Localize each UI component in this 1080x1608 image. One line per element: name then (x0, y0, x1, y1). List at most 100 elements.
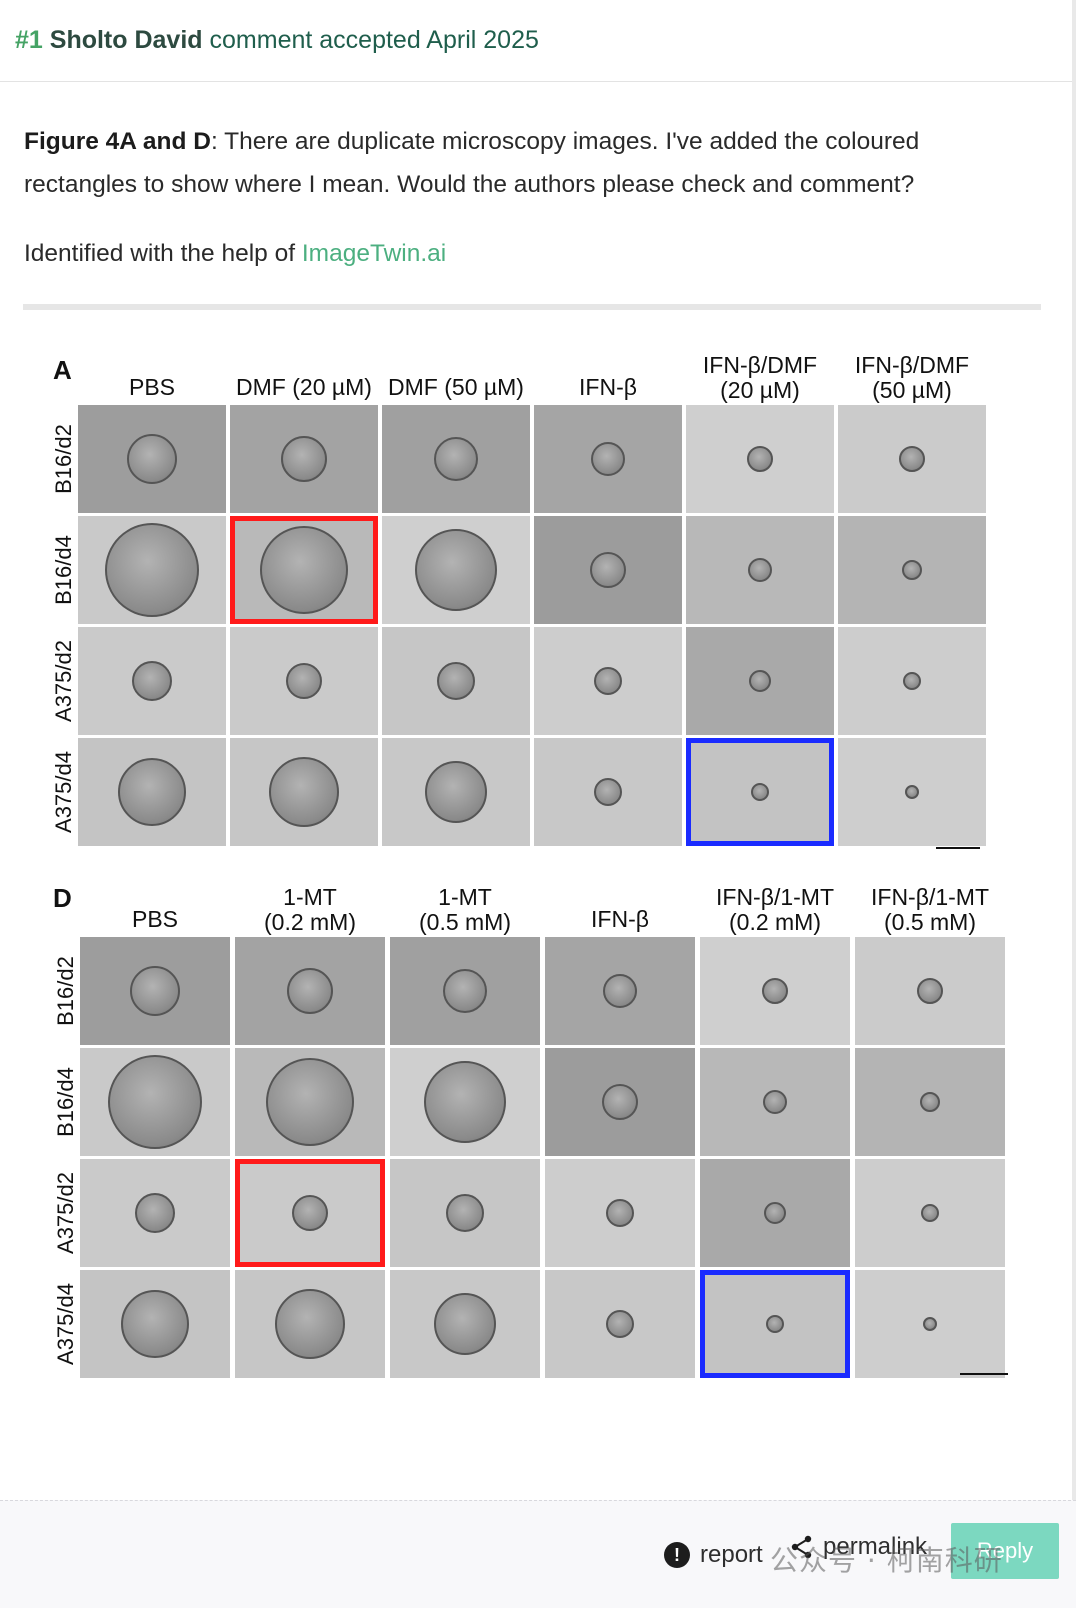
microscopy-image (545, 1048, 695, 1156)
microscopy-image (230, 405, 378, 513)
microscopy-image (838, 516, 986, 624)
panel-a-scale-bar (936, 847, 980, 849)
panel-a-row-label: A375/d2 (51, 640, 76, 722)
microscopy-image (390, 937, 540, 1045)
spheroid (275, 1289, 345, 1359)
microscopy-image (534, 738, 682, 846)
spheroid (424, 1061, 506, 1143)
comment-number[interactable]: #1 (15, 26, 43, 54)
share-icon (791, 1535, 812, 1559)
microscopy-image (78, 738, 226, 846)
microscopy-image (855, 1048, 1005, 1156)
spheroid (603, 974, 637, 1008)
spheroid (766, 1315, 784, 1333)
microscopy-image (78, 627, 226, 735)
spheroid (590, 552, 626, 588)
microscopy-image (545, 937, 695, 1045)
panel-a-letter: A (53, 355, 72, 385)
microscopy-image (838, 405, 986, 513)
spheroid (903, 672, 921, 690)
microscopy-image (78, 405, 226, 513)
spheroid (446, 1194, 484, 1232)
panel-d-column-label: IFN-β (591, 906, 649, 932)
microscopy-image (235, 1270, 385, 1378)
spheroid (899, 446, 925, 472)
spheroid (118, 758, 186, 826)
comment-body: Figure 4A and D: There are duplicate mic… (24, 120, 1024, 275)
microscopy-image (855, 1159, 1005, 1267)
imagetwin-link[interactable]: ImageTwin.ai (301, 240, 447, 267)
microscopy-image (80, 1159, 230, 1267)
panel-d-scale-bar (960, 1373, 1008, 1375)
watermark: 公众号 · 柯南科研 (770, 1544, 1003, 1577)
report-label: report (700, 1541, 763, 1568)
permalink-action[interactable]: permalink (791, 1533, 927, 1561)
microscopy-image (700, 937, 850, 1045)
microscopy-image (382, 627, 530, 735)
comment-text: : There are duplicate microscopy images.… (24, 128, 920, 198)
microscopy-image (700, 1048, 850, 1156)
panel-a-row-label: B16/d2 (51, 424, 76, 494)
spheroid (127, 434, 177, 484)
microscopy-image (838, 738, 986, 846)
panel-d-row-label: B16/d2 (53, 956, 78, 1026)
spheroid (602, 1084, 638, 1120)
figure-reference: Figure 4A and D (24, 128, 211, 155)
comment-header: #1 Sholto David comment accepted April 2… (0, 0, 1076, 82)
spheroid (434, 1293, 496, 1355)
permalink-label: permalink (823, 1533, 928, 1560)
comment-footer: ! report permalink Reply 公众号 · 柯南科研 (0, 1500, 1076, 1608)
microscopy-image (838, 627, 986, 735)
exclamation-circle-icon: ! (664, 1542, 690, 1568)
spheroid (763, 1090, 787, 1114)
microscopy-image (382, 405, 530, 513)
spheroid (751, 783, 769, 801)
microscopy-image (78, 516, 226, 624)
separator (23, 304, 1041, 310)
report-action[interactable]: ! report (664, 1541, 763, 1569)
spheroid (105, 523, 199, 617)
spheroid (606, 1310, 634, 1338)
spheroid (594, 667, 622, 695)
panel-a-column-label: IFN-β/DMF (50 µM) (854, 352, 970, 403)
spheroid (434, 437, 478, 481)
spheroid (921, 1204, 939, 1222)
panel-a-row-label: A375/d4 (51, 751, 76, 833)
spheroid (764, 1202, 786, 1224)
microscopy-image (390, 1270, 540, 1378)
microscopy-image (700, 1159, 850, 1267)
spheroid (130, 966, 180, 1016)
microscopy-image (700, 1270, 850, 1378)
microscopy-image (534, 627, 682, 735)
microscopy-image (534, 516, 682, 624)
panel-a-row-label: B16/d4 (51, 535, 76, 605)
microscopy-image (382, 738, 530, 846)
identified-prefix: Identified with the help of (24, 240, 302, 267)
spheroid (292, 1195, 328, 1231)
spheroid (749, 670, 771, 692)
panel-d-row-label: A375/d4 (53, 1283, 78, 1365)
identified-line: Identified with the help of ImageTwin.ai (24, 232, 1024, 275)
microscopy-image (686, 516, 834, 624)
microscopy-image (80, 1048, 230, 1156)
microscopy-image (230, 627, 378, 735)
spheroid (902, 560, 922, 580)
microscopy-image (686, 738, 834, 846)
comment-author[interactable]: Sholto David (49, 26, 203, 54)
microscopy-image (235, 937, 385, 1045)
scrollbar[interactable] (1072, 0, 1076, 1607)
microscopy-image (545, 1270, 695, 1378)
spheroid (591, 442, 625, 476)
microscopy-image (686, 405, 834, 513)
microscopy-image (382, 516, 530, 624)
microscopy-image (80, 937, 230, 1045)
spheroid (287, 968, 333, 1014)
reply-button[interactable]: Reply (951, 1523, 1059, 1579)
spheroid (923, 1317, 937, 1331)
microscopy-figure: A D PBS DMF (20 µM) DMF (50 µM) IFN-β IFN-β/… (40, 352, 1040, 1425)
spheroid (747, 446, 773, 472)
panel-d-column-label: IFN-β/1-MT (0.2 mM) (716, 884, 834, 935)
microscopy-image (390, 1159, 540, 1267)
microscopy-image (235, 1048, 385, 1156)
spheroid (260, 526, 348, 614)
